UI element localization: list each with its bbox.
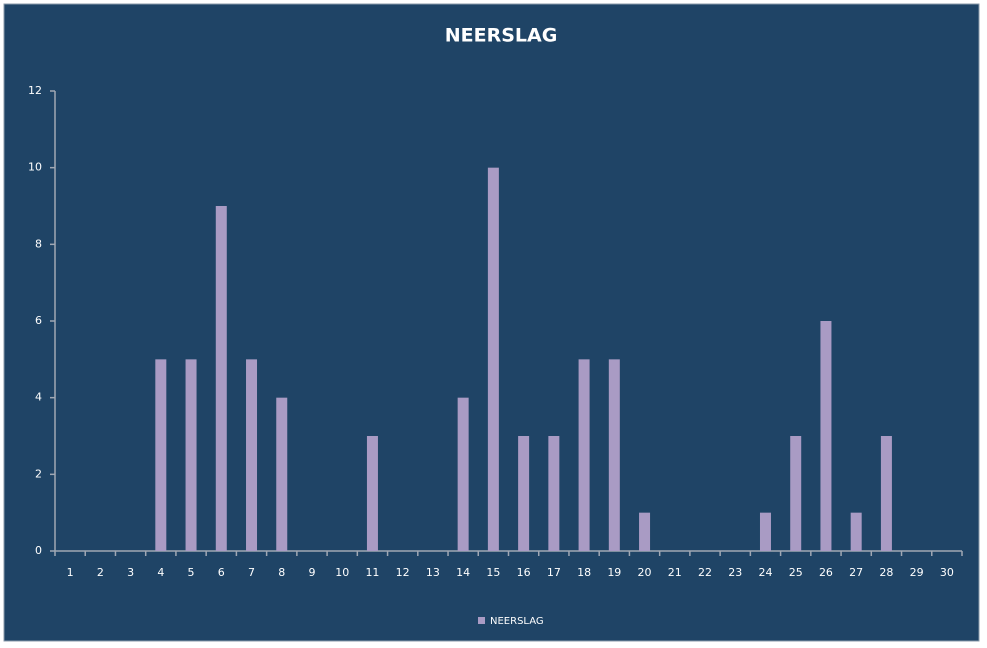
bar: [276, 397, 288, 551]
x-tick-label: 13: [426, 566, 440, 579]
x-tick-label: 30: [940, 566, 954, 579]
x-tick-label: 21: [668, 566, 682, 579]
x-tick-label: 1: [67, 566, 74, 579]
x-tick-label: 8: [278, 566, 285, 579]
x-tick-label: 23: [728, 566, 742, 579]
x-tick-label: 11: [365, 566, 379, 579]
bar: [880, 436, 892, 551]
bar: [850, 512, 862, 551]
bar: [759, 512, 771, 551]
x-tick-label: 24: [758, 566, 772, 579]
x-tick-label: 20: [638, 566, 652, 579]
x-tick-label: 22: [698, 566, 712, 579]
bar: [639, 512, 651, 551]
bar: [548, 436, 560, 551]
bar: [790, 436, 802, 551]
bar: [185, 359, 197, 551]
bar: [457, 397, 469, 551]
bar: [578, 359, 590, 551]
x-tick-label: 4: [157, 566, 164, 579]
x-tick-label: 14: [456, 566, 470, 579]
x-tick-label: 26: [819, 566, 833, 579]
y-tick-label: 4: [35, 391, 42, 404]
x-tick-label: 10: [335, 566, 349, 579]
legend-swatch: [478, 617, 485, 624]
x-tick-label: 18: [577, 566, 591, 579]
legend-label: NEERSLAG: [490, 616, 544, 627]
x-tick-label: 7: [248, 566, 255, 579]
y-tick-label: 0: [35, 544, 42, 557]
bar: [366, 436, 378, 551]
x-tick-label: 29: [910, 566, 924, 579]
x-tick-label: 28: [879, 566, 893, 579]
x-tick-label: 15: [486, 566, 500, 579]
bar: [487, 167, 499, 551]
x-tick-label: 3: [127, 566, 134, 579]
y-tick-label: 8: [35, 237, 42, 250]
x-tick-label: 17: [547, 566, 561, 579]
y-tick-label: 10: [28, 161, 42, 174]
x-tick-label: 25: [789, 566, 803, 579]
x-tick-label: 6: [218, 566, 225, 579]
bar: [155, 359, 167, 551]
y-tick-label: 12: [28, 84, 42, 97]
y-tick-label: 6: [35, 314, 42, 327]
bar: [518, 436, 530, 551]
chart-title: NEERSLAG: [445, 25, 558, 47]
x-tick-label: 9: [308, 566, 315, 579]
y-tick-label: 2: [35, 467, 42, 480]
x-tick-label: 12: [396, 566, 410, 579]
bar: [820, 321, 832, 551]
x-tick-label: 19: [607, 566, 621, 579]
bar: [215, 206, 227, 551]
x-tick-label: 5: [188, 566, 195, 579]
x-tick-label: 2: [97, 566, 104, 579]
x-tick-label: 27: [849, 566, 863, 579]
x-tick-label: 16: [517, 566, 531, 579]
bar: [608, 359, 620, 551]
bar: [246, 359, 258, 551]
